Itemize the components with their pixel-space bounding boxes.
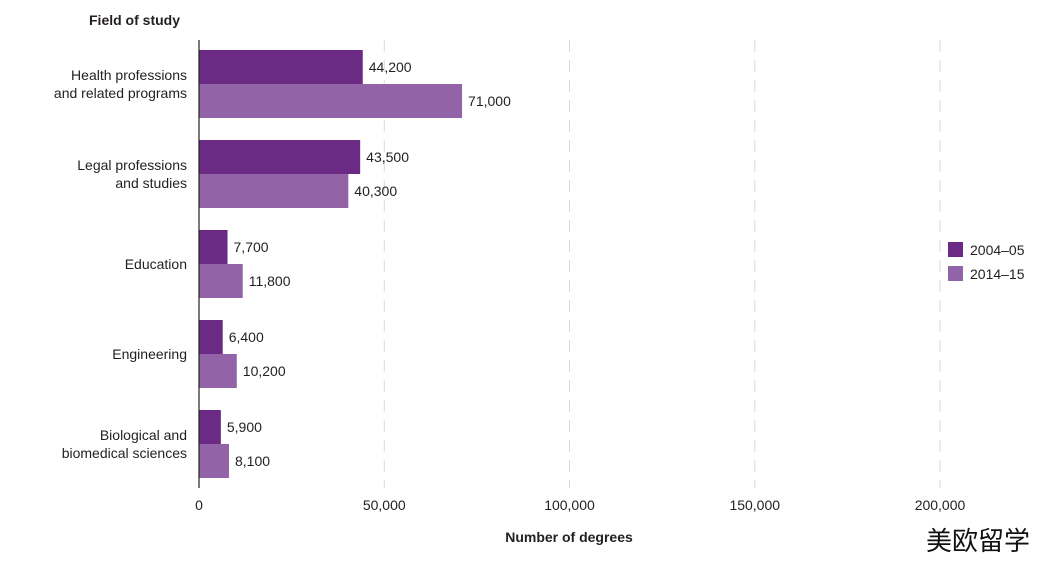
axes: 0 50,000 100,000 150,000 200,000 Health profe… bbox=[54, 40, 966, 513]
y-axis-title: Field of study bbox=[89, 12, 180, 28]
bars: 44,200 71,000 43,500 40,300 7,700 11,800 6,400… bbox=[199, 50, 511, 478]
data-label: 8,100 bbox=[235, 453, 270, 469]
bar bbox=[199, 174, 349, 208]
data-label: 40,300 bbox=[354, 183, 397, 199]
bar bbox=[199, 140, 361, 174]
data-label: 43,500 bbox=[366, 149, 409, 165]
watermark-text: 美欧留学 bbox=[926, 527, 1030, 557]
legend-swatch bbox=[948, 266, 963, 281]
x-axis-title: Number of degrees bbox=[505, 529, 633, 545]
category-label: and studies bbox=[115, 175, 187, 191]
bar bbox=[199, 354, 237, 388]
data-label: 44,200 bbox=[369, 59, 412, 75]
category-label: biomedical sciences bbox=[62, 445, 187, 461]
category-label: Engineering bbox=[112, 346, 187, 362]
bar bbox=[199, 50, 363, 84]
category-label: Health professions bbox=[71, 67, 187, 83]
bar bbox=[199, 264, 243, 298]
data-label: 5,900 bbox=[227, 419, 262, 435]
legend: 2004–05 2014–15 bbox=[948, 242, 1025, 282]
category-label: Biological and bbox=[100, 427, 187, 443]
data-label: 71,000 bbox=[468, 93, 511, 109]
legend-label: 2014–15 bbox=[970, 266, 1025, 282]
legend-swatch bbox=[948, 242, 963, 257]
bar bbox=[199, 444, 230, 478]
x-tick-label: 150,000 bbox=[729, 497, 780, 513]
category-label: and related programs bbox=[54, 85, 187, 101]
category-label: Legal professions bbox=[77, 157, 187, 173]
x-tick-label: 200,000 bbox=[915, 497, 966, 513]
bar bbox=[199, 410, 221, 444]
data-label: 6,400 bbox=[229, 329, 264, 345]
bar bbox=[199, 84, 463, 118]
legend-label: 2004–05 bbox=[970, 242, 1025, 258]
x-tick-label: 100,000 bbox=[544, 497, 595, 513]
x-tick-label: 50,000 bbox=[363, 497, 406, 513]
x-tick-label: 0 bbox=[195, 497, 203, 513]
data-label: 10,200 bbox=[243, 363, 286, 379]
bar bbox=[199, 320, 223, 354]
category-label: Education bbox=[125, 256, 187, 272]
bar bbox=[199, 230, 228, 264]
grid-lines bbox=[383, 40, 941, 488]
data-label: 11,800 bbox=[249, 273, 291, 289]
data-label: 7,700 bbox=[234, 239, 269, 255]
